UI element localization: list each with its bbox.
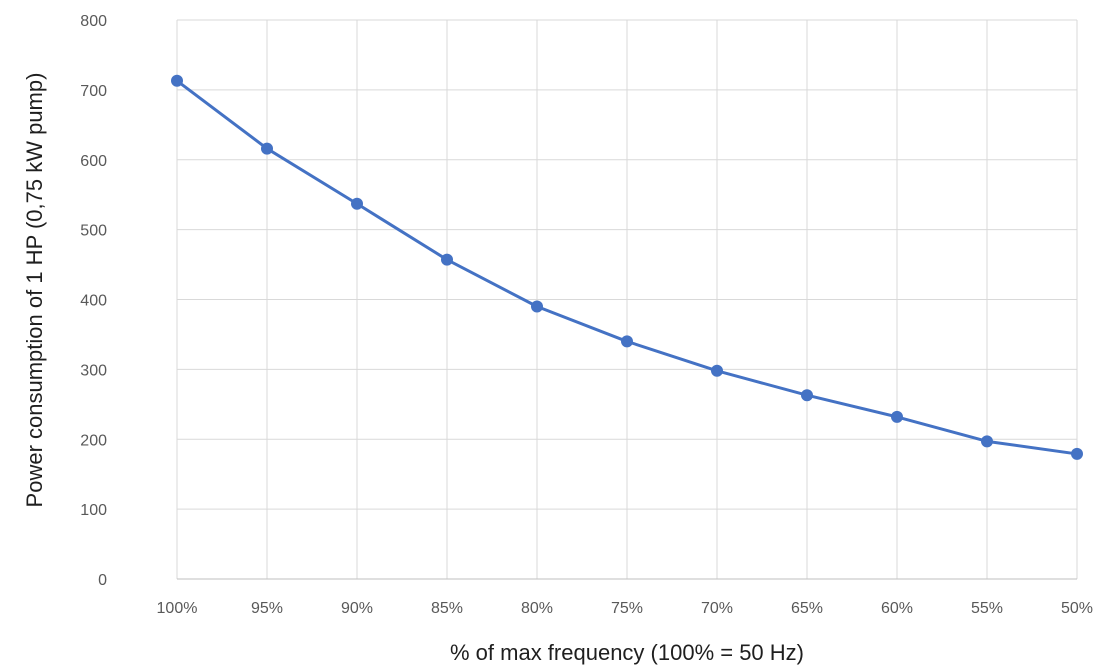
data-point (891, 410, 903, 423)
data-point (351, 197, 363, 210)
y-tick-label: 800 (80, 13, 107, 30)
data-point (1071, 447, 1083, 460)
y-tick-label: 300 (80, 362, 107, 379)
y-tick-label: 500 (80, 223, 107, 240)
x-tick-label: 50% (1061, 600, 1093, 617)
series-layer (171, 74, 1083, 460)
y-tick-label: 600 (80, 153, 107, 170)
x-tick-label: 95% (251, 600, 283, 617)
x-axis-title: % of max frequency (100% = 50 Hz) (450, 640, 804, 665)
y-tick-label: 700 (80, 83, 107, 100)
x-tick-label: 55% (971, 600, 1003, 617)
data-point (171, 74, 183, 87)
data-point (801, 389, 813, 402)
data-point (621, 335, 633, 348)
data-point (711, 364, 723, 377)
x-tick-label: 75% (611, 600, 643, 617)
data-point (981, 435, 993, 448)
x-tick-label: 70% (701, 600, 733, 617)
y-tick-labels: 0 100 200 300 400 500 600 700 800 (80, 13, 107, 589)
y-axis-title: Power consumption of 1 HP (0,75 kW pump) (22, 73, 47, 508)
x-tick-label: 65% (791, 600, 823, 617)
x-tick-label: 85% (431, 600, 463, 617)
data-point (531, 300, 543, 313)
x-tick-labels: 100% 95% 90% 85% 80% 75% 70% 65% 60% 55% 50% (157, 600, 1093, 617)
y-tick-label: 0 (98, 572, 107, 589)
x-tick-label: 90% (341, 600, 373, 617)
y-tick-label: 100 (80, 502, 107, 519)
x-tick-label: 60% (881, 600, 913, 617)
y-tick-label: 400 (80, 293, 107, 310)
data-point (261, 142, 273, 155)
gridlines (176, 19, 1078, 579)
x-tick-label: 100% (157, 600, 198, 617)
y-tick-label: 200 (80, 432, 107, 449)
x-tick-label: 80% (521, 600, 553, 617)
data-point (441, 253, 453, 266)
